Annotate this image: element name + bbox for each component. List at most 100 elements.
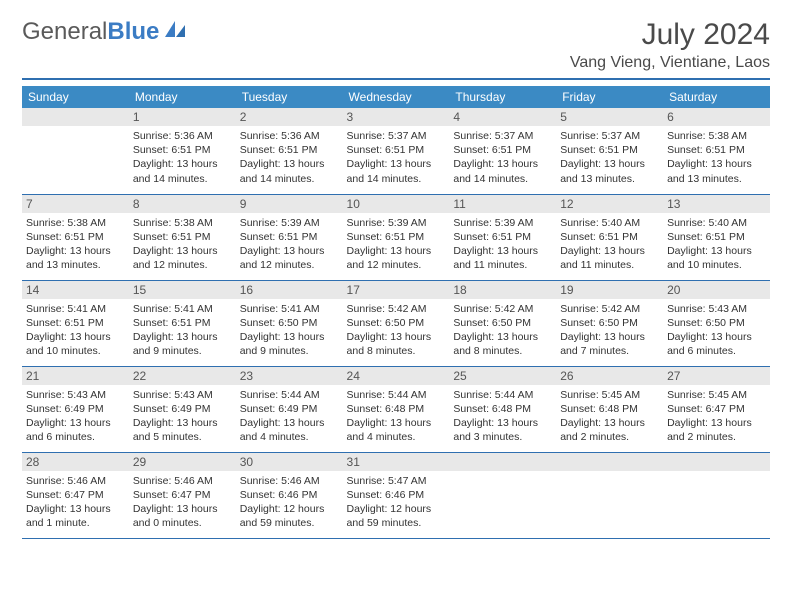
sunrise-text: Sunrise: 5:47 AM [347,474,446,488]
day-number: 24 [343,367,450,385]
sunset-text: Sunset: 6:51 PM [453,230,552,244]
day-number: 27 [663,367,770,385]
sunrise-text: Sunrise: 5:41 AM [240,302,339,316]
day-details: Sunrise: 5:43 AMSunset: 6:49 PMDaylight:… [26,388,125,445]
day-details: Sunrise: 5:39 AMSunset: 6:51 PMDaylight:… [240,216,339,273]
daylight-text: Daylight: 13 hours and 14 minutes. [133,157,232,185]
sunset-text: Sunset: 6:51 PM [240,143,339,157]
sunrise-text: Sunrise: 5:38 AM [26,216,125,230]
calendar-cell: 2Sunrise: 5:36 AMSunset: 6:51 PMDaylight… [236,108,343,194]
sunrise-text: Sunrise: 5:45 AM [560,388,659,402]
sunrise-text: Sunrise: 5:45 AM [667,388,766,402]
sunrise-text: Sunrise: 5:40 AM [560,216,659,230]
logo-text-gray: General [22,18,107,46]
day-number: 18 [449,281,556,299]
daylight-text: Daylight: 13 hours and 7 minutes. [560,330,659,358]
day-details: Sunrise: 5:45 AMSunset: 6:47 PMDaylight:… [667,388,766,445]
daylight-text: Daylight: 13 hours and 9 minutes. [240,330,339,358]
day-number: 9 [236,195,343,213]
daylight-text: Daylight: 13 hours and 8 minutes. [347,330,446,358]
sunrise-text: Sunrise: 5:46 AM [133,474,232,488]
day-number: 29 [129,453,236,471]
daylight-text: Daylight: 13 hours and 12 minutes. [240,244,339,272]
day-number-empty [556,453,663,471]
daylight-text: Daylight: 13 hours and 12 minutes. [347,244,446,272]
sunset-text: Sunset: 6:51 PM [240,230,339,244]
sunrise-text: Sunrise: 5:40 AM [667,216,766,230]
day-number: 2 [236,108,343,126]
day-details: Sunrise: 5:44 AMSunset: 6:48 PMDaylight:… [347,388,446,445]
day-label: Wednesday [343,86,450,108]
sunset-text: Sunset: 6:51 PM [347,143,446,157]
day-number: 3 [343,108,450,126]
sunrise-text: Sunrise: 5:43 AM [133,388,232,402]
sunset-text: Sunset: 6:48 PM [560,402,659,416]
sunset-text: Sunset: 6:46 PM [347,488,446,502]
day-number: 22 [129,367,236,385]
daylight-text: Daylight: 13 hours and 13 minutes. [667,157,766,185]
day-details: Sunrise: 5:43 AMSunset: 6:50 PMDaylight:… [667,302,766,359]
sunrise-text: Sunrise: 5:41 AM [26,302,125,316]
calendar-cell: 11Sunrise: 5:39 AMSunset: 6:51 PMDayligh… [449,194,556,280]
daylight-text: Daylight: 13 hours and 4 minutes. [347,416,446,444]
day-number: 21 [22,367,129,385]
sunset-text: Sunset: 6:51 PM [453,143,552,157]
calendar-cell: 28Sunrise: 5:46 AMSunset: 6:47 PMDayligh… [22,452,129,538]
daylight-text: Daylight: 13 hours and 10 minutes. [667,244,766,272]
day-label: Sunday [22,86,129,108]
sunset-text: Sunset: 6:47 PM [26,488,125,502]
day-details: Sunrise: 5:43 AMSunset: 6:49 PMDaylight:… [133,388,232,445]
sunrise-text: Sunrise: 5:42 AM [453,302,552,316]
sunset-text: Sunset: 6:50 PM [560,316,659,330]
day-number: 30 [236,453,343,471]
sunrise-text: Sunrise: 5:38 AM [133,216,232,230]
calendar: Sunday Monday Tuesday Wednesday Thursday… [22,86,770,539]
calendar-cell: 1Sunrise: 5:36 AMSunset: 6:51 PMDaylight… [129,108,236,194]
sunset-text: Sunset: 6:49 PM [133,402,232,416]
sunset-text: Sunset: 6:48 PM [347,402,446,416]
calendar-cell: 17Sunrise: 5:42 AMSunset: 6:50 PMDayligh… [343,280,450,366]
day-details: Sunrise: 5:46 AMSunset: 6:47 PMDaylight:… [133,474,232,531]
sunrise-text: Sunrise: 5:38 AM [667,129,766,143]
day-details: Sunrise: 5:42 AMSunset: 6:50 PMDaylight:… [453,302,552,359]
day-details: Sunrise: 5:40 AMSunset: 6:51 PMDaylight:… [560,216,659,273]
month-title: July 2024 [570,18,770,52]
day-number: 5 [556,108,663,126]
calendar-cell: 7Sunrise: 5:38 AMSunset: 6:51 PMDaylight… [22,194,129,280]
sunset-text: Sunset: 6:51 PM [347,230,446,244]
logo-text-blue: Blue [107,18,159,46]
daylight-text: Daylight: 13 hours and 2 minutes. [560,416,659,444]
day-number: 20 [663,281,770,299]
sunset-text: Sunset: 6:50 PM [667,316,766,330]
calendar-cell: 8Sunrise: 5:38 AMSunset: 6:51 PMDaylight… [129,194,236,280]
day-details: Sunrise: 5:38 AMSunset: 6:51 PMDaylight:… [133,216,232,273]
header-divider [22,78,770,80]
day-details: Sunrise: 5:42 AMSunset: 6:50 PMDaylight:… [560,302,659,359]
sunset-text: Sunset: 6:50 PM [347,316,446,330]
daylight-text: Daylight: 13 hours and 3 minutes. [453,416,552,444]
sunrise-text: Sunrise: 5:46 AM [240,474,339,488]
daylight-text: Daylight: 13 hours and 14 minutes. [453,157,552,185]
day-details: Sunrise: 5:39 AMSunset: 6:51 PMDaylight:… [347,216,446,273]
day-details: Sunrise: 5:47 AMSunset: 6:46 PMDaylight:… [347,474,446,531]
day-number: 28 [22,453,129,471]
daylight-text: Daylight: 13 hours and 11 minutes. [560,244,659,272]
day-number: 25 [449,367,556,385]
day-number: 12 [556,195,663,213]
sunset-text: Sunset: 6:51 PM [133,316,232,330]
day-number-empty [663,453,770,471]
logo: GeneralBlue [22,18,187,46]
day-details: Sunrise: 5:45 AMSunset: 6:48 PMDaylight:… [560,388,659,445]
day-label: Monday [129,86,236,108]
day-details: Sunrise: 5:41 AMSunset: 6:51 PMDaylight:… [26,302,125,359]
sunrise-text: Sunrise: 5:36 AM [133,129,232,143]
day-details: Sunrise: 5:39 AMSunset: 6:51 PMDaylight:… [453,216,552,273]
location: Vang Vieng, Vientiane, Laos [570,54,770,72]
sunrise-text: Sunrise: 5:44 AM [347,388,446,402]
daylight-text: Daylight: 13 hours and 13 minutes. [560,157,659,185]
sunrise-text: Sunrise: 5:43 AM [26,388,125,402]
sunrise-text: Sunrise: 5:44 AM [240,388,339,402]
calendar-cell: 30Sunrise: 5:46 AMSunset: 6:46 PMDayligh… [236,452,343,538]
day-number: 15 [129,281,236,299]
header: GeneralBlue July 2024 Vang Vieng, Vienti… [22,18,770,72]
